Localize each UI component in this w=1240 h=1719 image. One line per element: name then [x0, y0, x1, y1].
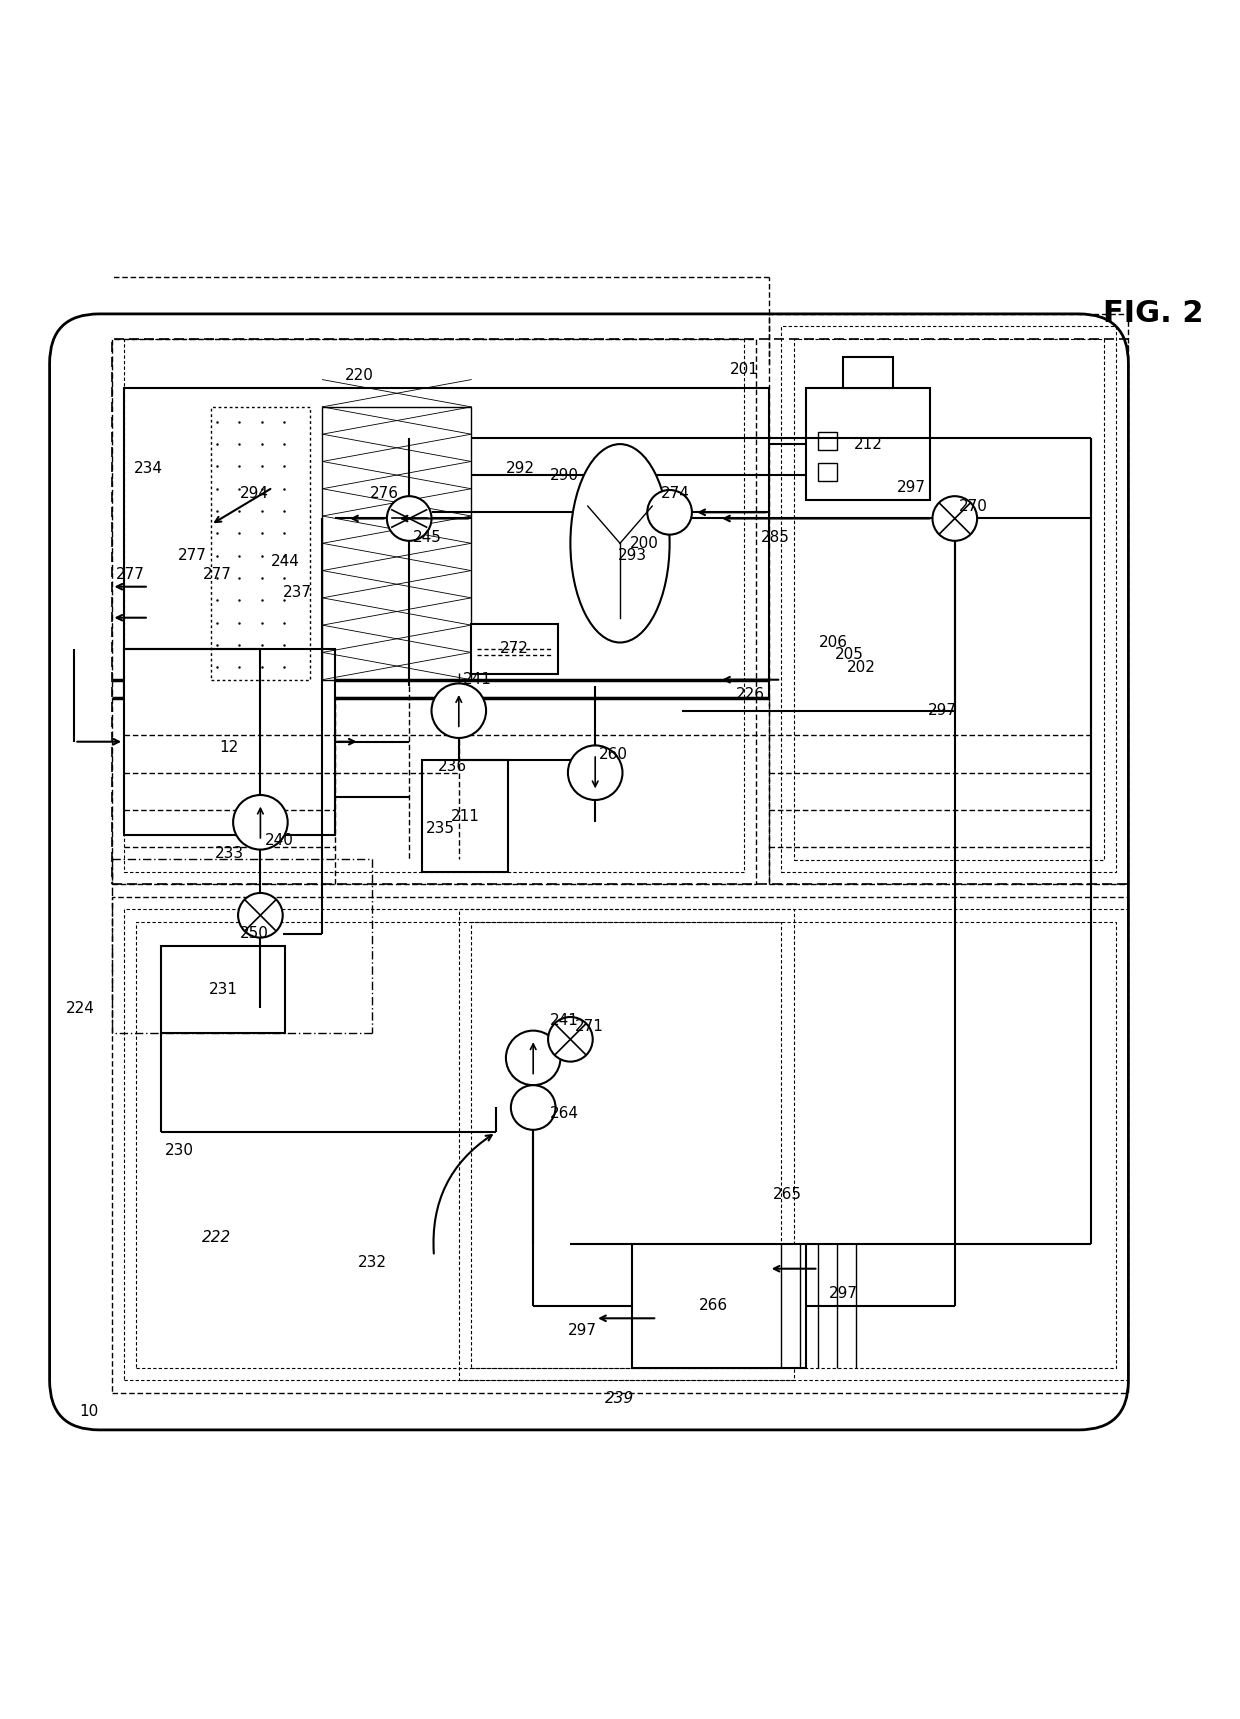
- Bar: [806, 388, 930, 500]
- Bar: [422, 760, 508, 872]
- Text: 297: 297: [568, 1324, 598, 1337]
- Text: 277: 277: [115, 567, 145, 581]
- Bar: [818, 462, 837, 481]
- Circle shape: [511, 1085, 556, 1129]
- Text: 235: 235: [425, 822, 455, 835]
- Bar: [161, 945, 285, 1033]
- Text: 201: 201: [729, 363, 759, 376]
- Text: 265: 265: [773, 1186, 802, 1202]
- Text: 293: 293: [618, 548, 647, 564]
- Bar: [781, 327, 1116, 872]
- Circle shape: [387, 497, 432, 541]
- Bar: [632, 1245, 806, 1368]
- Text: 237: 237: [283, 586, 312, 600]
- Text: 234: 234: [134, 461, 164, 476]
- Text: 272: 272: [500, 641, 529, 657]
- Bar: [124, 339, 744, 872]
- Text: 240: 240: [264, 834, 294, 849]
- Text: 277: 277: [177, 548, 207, 564]
- Ellipse shape: [570, 444, 670, 643]
- Text: 260: 260: [599, 746, 629, 762]
- Text: 12: 12: [219, 741, 239, 755]
- Bar: [112, 339, 1128, 884]
- Text: 212: 212: [853, 437, 883, 452]
- Bar: [471, 624, 558, 674]
- Text: 297: 297: [928, 703, 957, 719]
- Bar: [211, 407, 310, 679]
- Text: 245: 245: [413, 529, 443, 545]
- Text: 244: 244: [270, 555, 300, 569]
- Bar: [124, 648, 335, 835]
- Bar: [136, 921, 781, 1368]
- Circle shape: [932, 497, 977, 541]
- Text: 202: 202: [847, 660, 877, 676]
- Bar: [112, 339, 756, 884]
- Text: 233: 233: [215, 846, 244, 861]
- Text: 220: 220: [345, 368, 374, 383]
- Circle shape: [647, 490, 692, 535]
- Bar: [769, 315, 1128, 884]
- Circle shape: [506, 1031, 560, 1085]
- Bar: [794, 339, 1104, 860]
- Text: 264: 264: [549, 1107, 579, 1121]
- Text: 222: 222: [202, 1231, 232, 1245]
- Circle shape: [238, 892, 283, 937]
- Text: 292: 292: [506, 461, 536, 476]
- Text: 285: 285: [760, 529, 790, 545]
- Bar: [112, 897, 1128, 1392]
- Text: 241: 241: [463, 672, 492, 688]
- Text: 271: 271: [574, 1019, 604, 1035]
- Circle shape: [568, 746, 622, 799]
- Text: 236: 236: [438, 760, 467, 774]
- Bar: [124, 388, 769, 698]
- Text: 211: 211: [450, 808, 480, 823]
- Text: FIG. 2: FIG. 2: [1102, 299, 1204, 328]
- Text: 206: 206: [818, 634, 848, 650]
- Circle shape: [233, 794, 288, 849]
- Text: 297: 297: [897, 480, 926, 495]
- Text: 232: 232: [357, 1255, 387, 1270]
- Text: 10: 10: [79, 1404, 99, 1418]
- Text: 231: 231: [208, 982, 238, 997]
- Text: 274: 274: [661, 486, 691, 502]
- Text: 205: 205: [835, 648, 864, 662]
- Bar: [124, 909, 794, 1380]
- Bar: [843, 358, 893, 388]
- Text: 226: 226: [735, 688, 765, 701]
- Text: 276: 276: [370, 486, 399, 502]
- Text: 266: 266: [698, 1298, 728, 1313]
- Text: 224: 224: [66, 1000, 95, 1016]
- Text: 239: 239: [605, 1391, 635, 1406]
- Text: 294: 294: [239, 486, 269, 502]
- Text: 230: 230: [165, 1143, 195, 1159]
- Bar: [459, 909, 1128, 1380]
- Text: 270: 270: [959, 499, 988, 514]
- Text: 200: 200: [630, 536, 660, 550]
- Circle shape: [548, 1018, 593, 1062]
- Circle shape: [432, 684, 486, 737]
- Text: 277: 277: [202, 567, 232, 581]
- Text: 297: 297: [828, 1286, 858, 1301]
- Text: 290: 290: [549, 468, 579, 483]
- Bar: [471, 921, 1116, 1368]
- Text: 241: 241: [549, 1012, 579, 1028]
- Text: 250: 250: [239, 927, 269, 942]
- Bar: [818, 431, 837, 450]
- Bar: [322, 407, 471, 679]
